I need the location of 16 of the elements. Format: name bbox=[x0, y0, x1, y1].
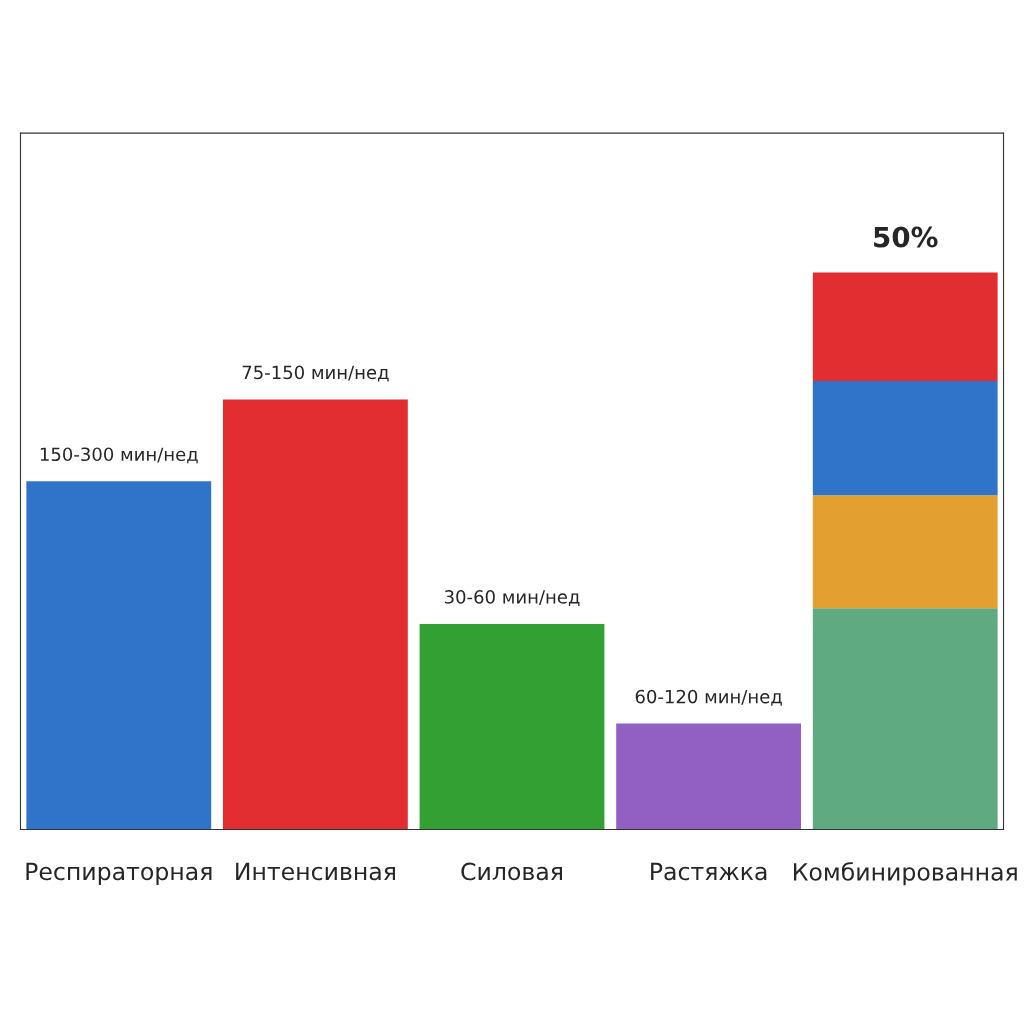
bar bbox=[812, 381, 998, 496]
bar bbox=[812, 495, 998, 609]
x-tick-label: Растяжка bbox=[651, 862, 767, 881]
total-label: 30-60 мин/нед bbox=[444, 590, 580, 606]
bar bbox=[419, 623, 605, 830]
bar bbox=[812, 608, 998, 830]
total-label: 75-150 мин/нед bbox=[242, 365, 389, 382]
bar bbox=[812, 272, 998, 382]
x-tick-label: Интенсивная bbox=[236, 862, 395, 881]
x-tick-label: Комбинированная bbox=[794, 862, 1017, 886]
total-label: 150-300 мин/нед bbox=[40, 447, 198, 464]
x-tick-label: Силовая bbox=[461, 862, 562, 881]
x-tick-label: Респираторная bbox=[26, 862, 212, 885]
total-label: 60-120 мин/нед bbox=[635, 689, 782, 706]
annotation: 50% bbox=[874, 226, 938, 248]
bar bbox=[616, 723, 802, 830]
